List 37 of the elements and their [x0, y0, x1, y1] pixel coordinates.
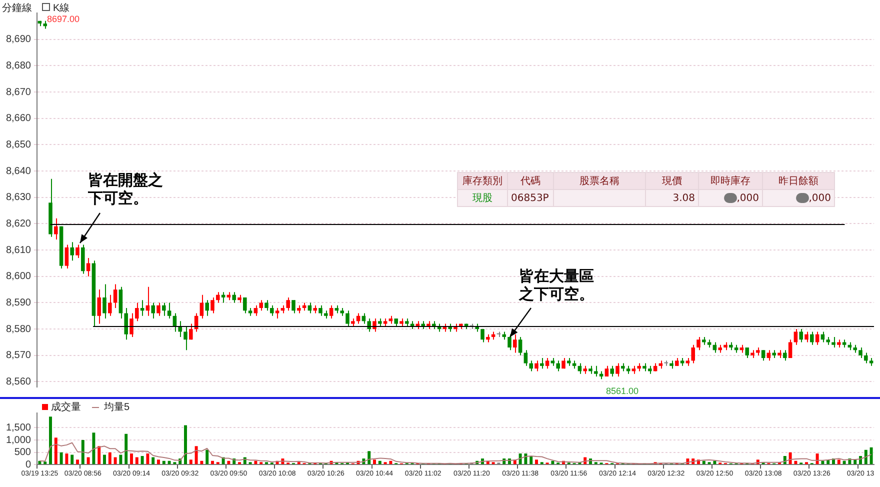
category-label: 即時庫存	[698, 172, 762, 190]
text: 現股	[472, 193, 492, 204]
y-tick-label: 8,570	[6, 350, 32, 362]
y-tick-label: 8,670	[6, 86, 32, 98]
legend-label: 均量5	[104, 401, 130, 414]
y-tick-label: 8,650	[6, 139, 32, 150]
annotation: 8561.00	[606, 386, 639, 396]
category-label: 現價	[646, 172, 698, 190]
y-tick-label: 8,680	[6, 60, 32, 72]
y-tick-label: 8,640	[6, 166, 32, 177]
legend-label: 成交量	[51, 400, 81, 414]
y-tick-label: 8,660	[6, 113, 32, 124]
y-tick-label: 8,620	[6, 218, 32, 230]
text: 06853P	[511, 192, 549, 204]
category-label: 昨日餘額	[762, 172, 834, 190]
y-tick-label: 1,000	[6, 434, 32, 446]
y-tick-label: 0	[25, 459, 32, 470]
annotation: 皆在大量區之下可空。	[519, 268, 595, 304]
y-tick-label: 8,560	[6, 376, 32, 388]
annotation: 8697.00	[47, 14, 80, 24]
y-tick-label: 8,590	[6, 297, 32, 308]
y-tick-label: 8,580	[6, 324, 32, 335]
category-label: 庫存類別	[458, 172, 508, 190]
y-tick-label: 8,600	[6, 271, 32, 282]
y-tick-label: 1,500	[6, 422, 32, 434]
text: ,000	[736, 192, 759, 204]
category-label: 代碼	[508, 172, 554, 190]
y-tick-label: 500	[14, 447, 32, 458]
text: ,000	[808, 192, 831, 204]
chart-title: 分鐘線	[2, 2, 32, 15]
chart-subtitle: K線	[53, 2, 70, 15]
text: 3.08	[672, 192, 695, 204]
category-label: 股票名稱	[554, 172, 646, 190]
y-tick-label: 8,690	[6, 34, 32, 46]
annotation: 皆在開盤之下可空。	[88, 172, 164, 208]
y-tick-label: 8,630	[6, 192, 32, 204]
y-tick-label: 8,610	[6, 244, 32, 256]
